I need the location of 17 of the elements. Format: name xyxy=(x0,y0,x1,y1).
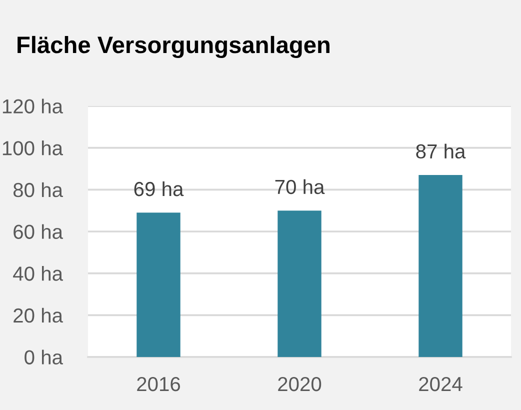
y-tick-label: 120 ha xyxy=(2,98,64,114)
bar xyxy=(418,175,462,357)
data-label: 70 ha xyxy=(275,179,325,194)
x-tick-label: 2020 xyxy=(278,376,322,392)
data-label: 87 ha xyxy=(416,144,466,159)
y-tick-label: 100 ha xyxy=(2,140,64,156)
y-tick-label: 40 ha xyxy=(13,266,64,281)
chart-title: Fläche Versorgungsanlagen xyxy=(18,36,330,58)
y-tick-label: 20 ha xyxy=(14,308,64,323)
y-tick-label: 60 ha xyxy=(14,224,64,239)
bar xyxy=(136,212,180,357)
y-tick-label: 80 ha xyxy=(13,182,64,198)
x-tick-label: 2024 xyxy=(419,376,462,392)
y-tick-label: 0 ha xyxy=(24,350,64,364)
x-tick-label: 2016 xyxy=(137,376,180,392)
bar xyxy=(278,210,322,357)
data-label: 69 ha xyxy=(134,181,184,196)
